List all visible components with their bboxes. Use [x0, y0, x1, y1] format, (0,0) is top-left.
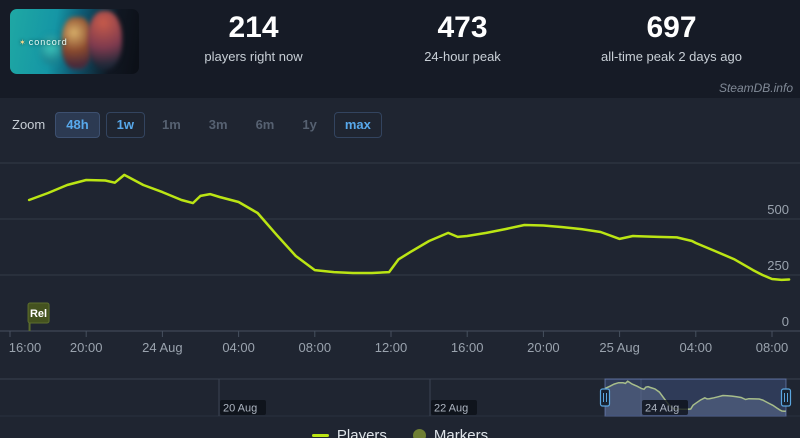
release-flag-marker[interactable]: Rel	[27, 302, 50, 331]
game-logo: ✶ concord	[19, 37, 68, 47]
stat-current-players: 214 players right now	[149, 11, 358, 65]
x-axis-label: 16:00	[9, 340, 42, 355]
zoom-button-6m: 6m	[245, 112, 286, 138]
navigator-date-label: 20 Aug	[223, 403, 257, 415]
capsule-art	[88, 11, 122, 69]
x-axis-label: 20:00	[527, 340, 560, 355]
legend-label: Players	[336, 427, 387, 438]
chart-legend: Players Markers	[0, 427, 800, 438]
alltime-peak-label: all-time peak 2 days ago	[601, 49, 742, 64]
x-axis-label: 12:00	[375, 340, 408, 355]
game-capsule-image[interactable]: ✶ concord	[10, 9, 139, 74]
legend-item-markers[interactable]: Markers	[412, 427, 489, 438]
x-axis-label: 16:00	[451, 340, 484, 355]
zoom-button-3m: 3m	[198, 112, 239, 138]
zoom-button-1w[interactable]: 1w	[105, 111, 145, 138]
current-players-value: 214	[228, 11, 279, 44]
players-line-swatch-icon	[311, 434, 329, 437]
navigator-date-label: 22 Aug	[434, 403, 468, 415]
navigator-date-chip	[220, 400, 266, 415]
zoom-button-1y: 1y	[291, 112, 327, 138]
navigator-handle-left[interactable]	[599, 388, 611, 407]
stats-row: 214 players right now 473 24-hour peak 6…	[139, 0, 800, 65]
24h-peak-label: 24-hour peak	[424, 49, 501, 64]
legend-item-players[interactable]: Players	[311, 427, 387, 438]
zoom-label: Zoom	[12, 117, 46, 132]
zoom-button-max[interactable]: max	[333, 111, 382, 138]
header: ✶ concord 214 players right now 473 24-ho…	[0, 0, 800, 98]
x-axis-label: 25 Aug	[599, 340, 640, 355]
zoom-controls: Zoom 48h 1w 1m 3m 6m 1y max	[0, 98, 800, 138]
capsule-art	[62, 17, 92, 69]
current-players-label: players right now	[204, 49, 303, 64]
legend-label: Markers	[433, 427, 489, 438]
release-flag-label: Rel	[30, 308, 47, 320]
stat-24h-peak: 473 24-hour peak	[358, 11, 567, 65]
chart-panel: Zoom 48h 1w 1m 3m 6m 1y max 0 250 500 16:00 20:00 2…	[0, 98, 800, 438]
players-line-series	[27, 173, 791, 282]
players-chart[interactable]: 0 250 500 16:00 20:00 24 Aug 04:00 08:00 12:00 16…	[0, 151, 800, 423]
zoom-button-group: 48h 1w 1m 3m 6m 1y max	[55, 111, 388, 138]
x-axis-label: 04:00	[680, 340, 713, 355]
steamdb-watermark: SteamDB.info	[718, 81, 793, 95]
navigator-date-chip	[431, 400, 477, 415]
navigator-handle-right[interactable]	[780, 388, 792, 407]
x-axis-label: 24 Aug	[142, 340, 183, 355]
y-axis-label: 0	[782, 314, 789, 329]
alltime-peak-value: 697	[646, 11, 697, 44]
x-axis-label: 08:00	[299, 340, 332, 355]
star-icon: ✶	[19, 38, 27, 47]
navigator-selection[interactable]	[604, 378, 787, 417]
capsule-art	[40, 35, 62, 65]
x-axis-label: 08:00	[756, 340, 789, 355]
24h-peak-value: 473	[437, 11, 488, 44]
y-axis-label: 250	[767, 258, 789, 273]
markers-dot-icon	[412, 429, 426, 438]
zoom-button-48h[interactable]: 48h	[55, 111, 100, 138]
x-axis-label: 20:00	[70, 340, 103, 355]
game-logo-text: concord	[28, 37, 68, 47]
navigator-series-line	[604, 380, 787, 412]
zoom-button-1m: 1m	[151, 112, 192, 138]
navigator-date-chip	[642, 400, 688, 415]
stat-alltime-peak: 697 all-time peak 2 days ago	[567, 11, 776, 65]
navigator-date-label: 24 Aug	[645, 403, 679, 415]
y-axis-label: 500	[767, 202, 789, 217]
x-axis-label: 04:00	[222, 340, 255, 355]
